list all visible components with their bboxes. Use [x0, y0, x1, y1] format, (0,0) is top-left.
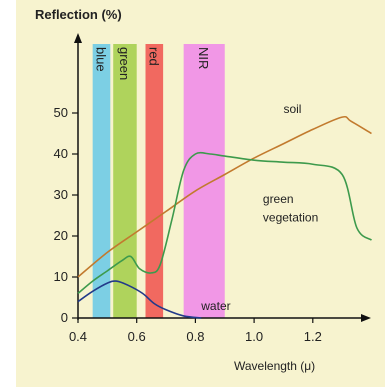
- series-water: [77, 280, 202, 319]
- band-label: blue: [93, 47, 108, 72]
- x-tick-label: 0.8: [186, 329, 204, 344]
- x-tick-label: 0.4: [69, 329, 87, 344]
- spectral-bands: blue green red NIR: [92, 44, 225, 318]
- y-tick-label: 50: [54, 105, 68, 120]
- band-blue: [92, 44, 111, 318]
- band-green: [113, 44, 137, 318]
- y-axis-arrow: [74, 33, 82, 43]
- band-label: green: [117, 47, 132, 80]
- axis-ticks: 0 10 20 30 40 50 0.4 0.6 0.8 1.0 1.2: [54, 105, 322, 344]
- band-label: red: [146, 47, 161, 66]
- series-green-vegetation: [77, 151, 373, 295]
- y-axis-label: Reflection (%): [35, 7, 122, 22]
- reflectance-chart: blue green red NIR 0 10 20 30 40 50 0.4 0.6 0.8 1.0 1…: [35, 7, 373, 373]
- band-red: [145, 44, 164, 318]
- band-label: NIR: [196, 47, 211, 69]
- series-soil: [77, 115, 372, 278]
- x-tick-label: 1.2: [304, 329, 322, 344]
- y-tick-label: 30: [54, 187, 68, 202]
- x-tick-label: 1.0: [245, 329, 263, 344]
- band-nir: [183, 44, 225, 318]
- x-axis-label: Wavelength (μ): [234, 359, 315, 373]
- y-tick-label: 40: [54, 146, 68, 161]
- annotation-label: water: [200, 299, 230, 313]
- y-tick-label: 20: [54, 228, 68, 243]
- y-tick-label: 0: [61, 310, 68, 325]
- annotation-label: vegetation: [263, 211, 318, 225]
- series-lines: [77, 115, 373, 319]
- x-tick-label: 0.6: [128, 329, 146, 344]
- annotation-label: green: [263, 192, 294, 206]
- annotation-label: soil: [283, 102, 301, 116]
- annotations: soil green vegetation water: [200, 102, 318, 313]
- chart-panel: blue green red NIR 0 10 20 30 40 50 0.4 0.6 0.8 1.0 1…: [16, 0, 385, 387]
- axes: [74, 33, 371, 322]
- x-axis-arrow: [361, 314, 371, 322]
- y-tick-label: 10: [54, 269, 68, 284]
